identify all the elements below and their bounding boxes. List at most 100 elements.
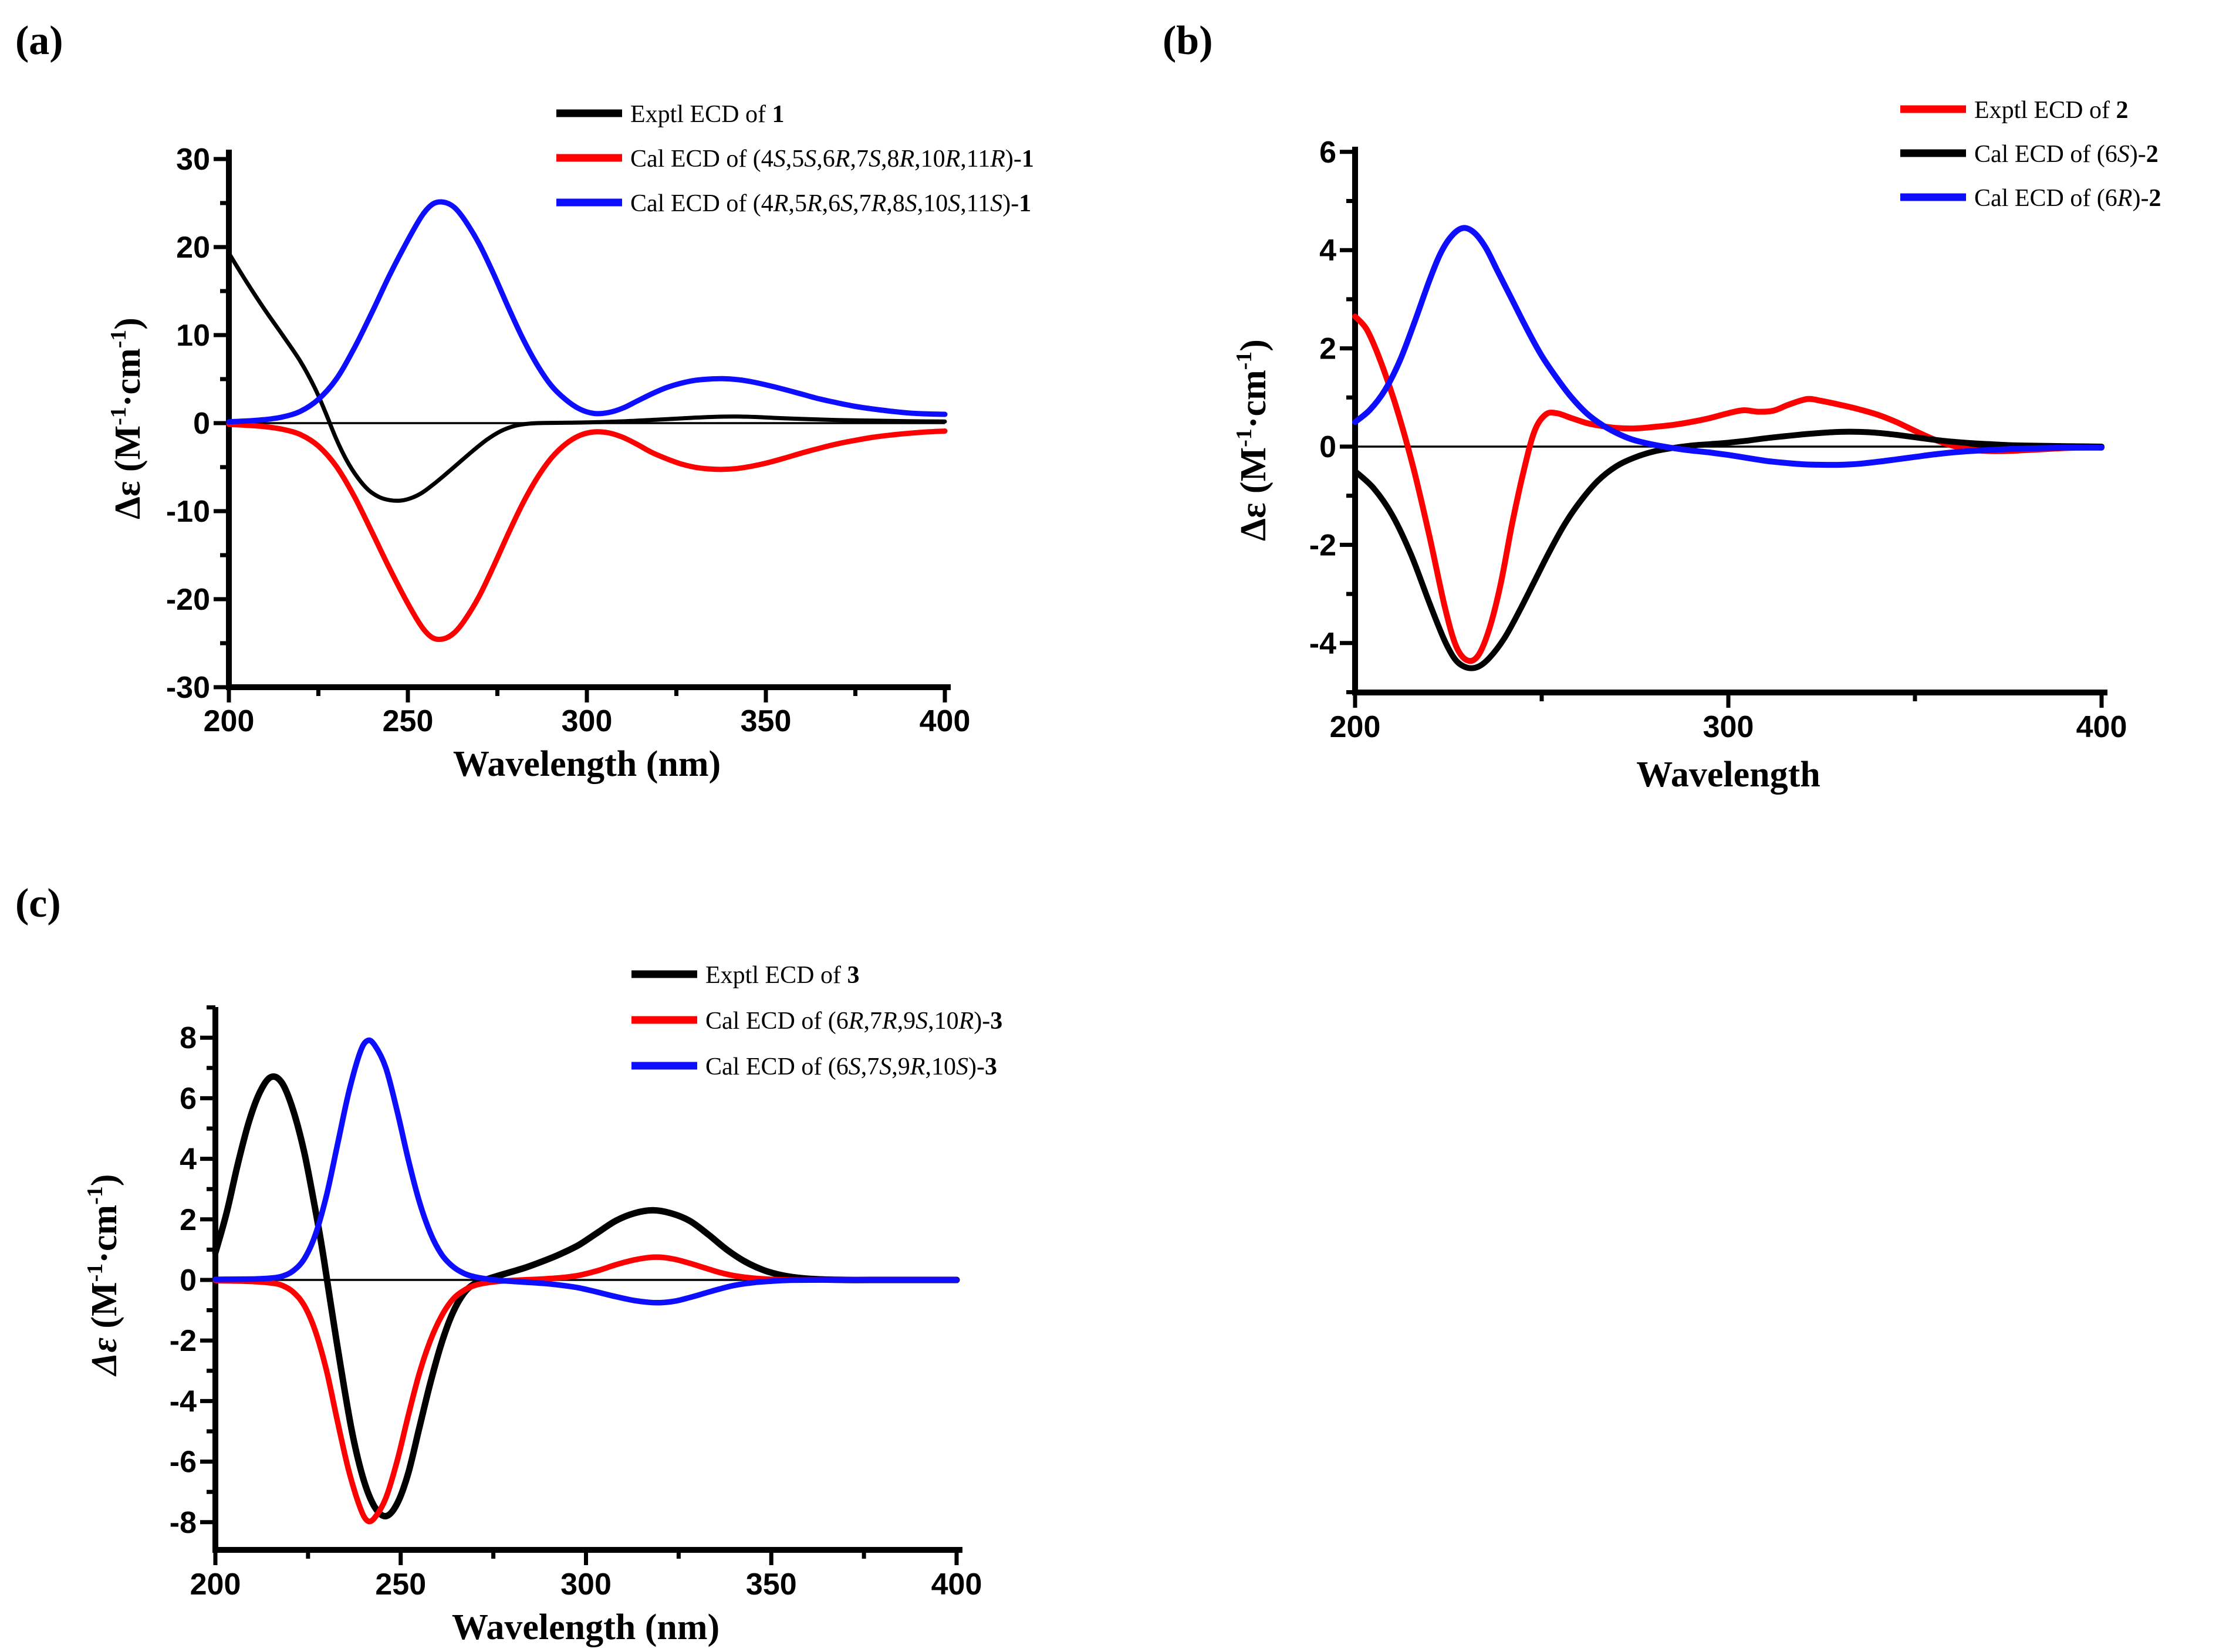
y-axis-title-b-segment: ) [1234,339,1274,352]
y-tick-label: 20 [176,231,210,265]
legend-label-segment: ,5 [788,190,807,217]
y-axis-title-a-segment: -1 [106,407,131,425]
series-cal-ecd-of-4S5S6R7S8R10R11R-1 [226,421,948,643]
legend-label: Cal ECD of (4S,5S,6R,7S,8R,10R,11R)-1 [630,146,1034,173]
legend-label-segment: ,6 [822,190,841,217]
y-axis-title-a-segment: Δε [108,481,148,519]
legend-label-segment: R [958,1008,974,1035]
x-tick-label: 250 [383,704,434,738]
legend-label-segment: R [871,190,887,217]
x-tick-label: 300 [562,704,613,738]
legend-label-segment: 1 [1019,190,1031,217]
y-tick-label: -4 [1309,627,1336,661]
legend-label-segment: R [773,190,789,217]
legend-label-segment: R [835,146,850,173]
series-cal-ecd-of-6S-2 [1352,428,2105,671]
y-tick-label: 4 [180,1143,197,1177]
legend-label-segment: 3 [847,962,859,989]
legend-label-segment: Cal ECD of (6 [705,1053,849,1080]
y-axis-title-a-segment: (M [108,425,148,481]
x-tick-label: 200 [204,704,255,738]
legend-label-segment: ,11 [960,190,990,217]
legend-label-segment: 1 [772,101,784,128]
legend-label-segment: R [806,190,822,217]
x-tick-label: 300 [1703,710,1754,744]
legend-label-segment: R [848,1008,864,1035]
y-axis-title-a-segment: ·cm [108,348,148,407]
legend-label: Cal ECD of (6S)-2 [1974,141,2159,168]
x-tick-label: 350 [746,1567,797,1602]
y-tick-label: 2 [180,1203,197,1237]
legend-label: Cal ECD of (6R)-2 [1974,185,2161,212]
legend-label-segment: 2 [2146,141,2159,168]
legend-label-segment: R [2117,185,2133,212]
series-exptl-ecd-of-3 [212,1073,960,1520]
y-tick-label: -6 [170,1445,197,1479]
y-tick-label: 8 [180,1021,197,1055]
y-tick-label: -4 [170,1384,197,1418]
y-axis-title-b: Δε (M-1·cm-1) [1232,339,1274,541]
legend-label-segment: )- [1005,146,1022,173]
series-cal-ecd-of-4R5R6S7R8S10S11S-1 [226,199,948,425]
series-cal-ecd-of-6R7R9S10R-3 [212,1254,960,1525]
y-axis-title-b-segment: -1 [1232,352,1256,370]
y-axis-title-c: Δε (M-1·cm-1) [83,1174,124,1377]
legend-label-segment: S [869,146,881,173]
y-tick-label: 2 [1319,332,1336,366]
legend-label-segment: 3 [985,1053,997,1080]
legend-label-segment: S [879,1053,891,1080]
legend-label-segment: S [773,146,786,173]
legend-label-segment: S [956,1053,968,1080]
x-axis-title-c: Wavelength (nm) [452,1607,720,1647]
y-axis-title-b-segment: (M [1234,447,1274,503]
panel-label-a-segment: (a) [15,18,63,63]
x-tick-label: 200 [1330,710,1381,744]
panel-label-c-segment: (c) [15,881,61,926]
legend-label-segment: )- [974,1008,990,1035]
y-tick-label: 6 [180,1082,197,1116]
x-axis-title-c-segment: Wavelength (nm) [452,1607,720,1647]
y-axis-title-a-segment: -1 [106,330,131,349]
y-tick-label: 0 [180,1264,197,1298]
legend-label-segment: Cal ECD of (6 [1974,141,2117,168]
legend-label-segment: S [2117,141,2130,168]
legend-label-segment: ,10 [925,1053,956,1080]
legend-label-segment: )- [968,1053,985,1080]
y-tick-label: -20 [166,583,210,617]
x-tick-label: 400 [931,1567,982,1602]
y-tick-label: -2 [1309,528,1336,562]
legend-label-segment: Cal ECD of (4 [630,146,773,173]
y-axis-title-c-segment: -1 [83,1264,107,1282]
legend-label-segment: ,7 [853,190,872,217]
panel-a-chart: (a) -30 -20 -10 0 10 20 30 200 250 300 350 400 Wavele… [15,18,1034,784]
y-tick-label: 4 [1319,234,1336,268]
y-axis-title-c-segment: -1 [83,1186,107,1205]
legend-label: Cal ECD of (4R,5R,6S,7R,8S,10S,11S)-1 [630,190,1031,217]
legend-label-segment: R [898,146,914,173]
y-axis-title-a: Δε (M-1·cm-1) [106,317,148,519]
legend-label-segment: ,7 [861,1053,880,1080]
legend-label: Cal ECD of (6R,7R,9S,10R)-3 [705,1008,1002,1035]
legend-label-segment: ,6 [816,146,835,173]
legend-label: Exptl ECD of 1 [630,101,784,128]
legend-label-segment: ,7 [863,1008,882,1035]
panel-label-c: (c) [15,881,61,926]
series-cal-ecd-of-6S7S9R10S-3 [212,1037,960,1306]
panel-label-a: (a) [15,18,63,63]
y-tick-label: -2 [170,1324,197,1358]
legend-label-segment: Cal ECD of (4 [630,190,773,217]
x-tick-label: 400 [920,704,971,738]
panel-label-b-segment: (b) [1163,18,1213,63]
legend-label-segment: S [849,1053,861,1080]
y-axis-title-b-segment: -1 [1232,428,1256,447]
legend-label-segment: R [910,1053,925,1080]
legend-label-segment: )- [2130,141,2146,168]
x-tick-label: 250 [375,1567,426,1602]
y-tick-label: 30 [176,143,210,177]
x-axis-title-b-segment: Wavelength [1636,755,1820,795]
legend-label-segment: R [945,146,961,173]
legend-label-segment: Cal ECD of (6 [705,1008,849,1035]
legend-label: Exptl ECD of 2 [1974,97,2128,124]
x-tick-label: 200 [190,1567,241,1602]
